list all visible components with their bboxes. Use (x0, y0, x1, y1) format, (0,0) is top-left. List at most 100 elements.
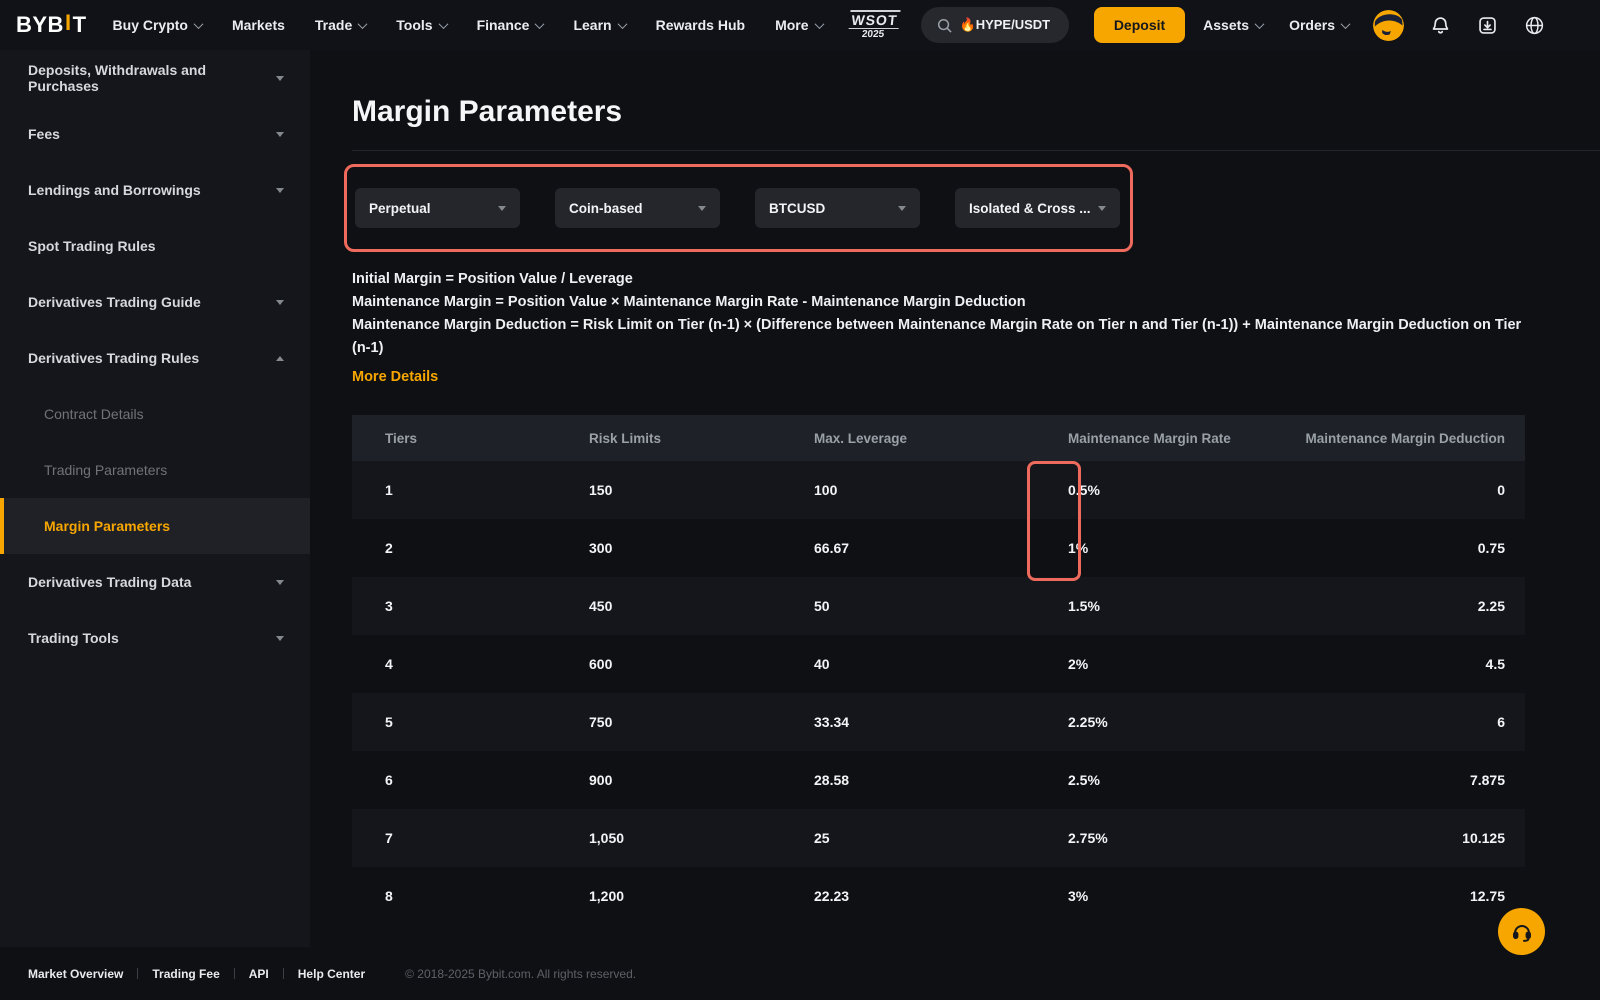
top-navigation: BYB I T Buy Crypto Markets Trade Tools Fin… (0, 0, 1600, 50)
cell-tier: 2 (385, 540, 393, 556)
caret-down-icon (898, 205, 906, 211)
nav-item-buy-crypto[interactable]: Buy Crypto (113, 17, 204, 33)
cell-max-leverage: 66.67 (814, 540, 850, 556)
cell-mmr: 1% (1068, 540, 1089, 556)
caret-down-icon (276, 635, 284, 641)
divider (352, 150, 1600, 151)
footer-link-trading-fee[interactable]: Trading Fee (152, 966, 220, 981)
table-row: 1 150 100 0.5% 0 (352, 461, 1525, 519)
divider (137, 968, 139, 979)
margin-mode-dropdown[interactable]: Isolated & Cross ... (955, 188, 1120, 228)
copyright-text: © 2018-2025 Bybit.com. All rights reserv… (405, 966, 637, 981)
search-input[interactable]: 🔥HYPE/USDT (920, 7, 1069, 43)
chevron-down-icon (617, 18, 628, 29)
language-button[interactable] (1524, 15, 1545, 36)
footer-link-market-overview[interactable]: Market Overview (28, 966, 124, 981)
sidebar-item-derivatives-trading-rules[interactable]: Derivatives Trading Rules (0, 330, 310, 386)
headset-icon (1512, 924, 1531, 942)
sidebar-item-trading-tools[interactable]: Trading Tools (0, 610, 310, 666)
assets-menu[interactable]: Assets (1203, 17, 1265, 33)
table-header-row: Tiers Risk Limits Max. Leverage Maintena… (352, 415, 1525, 461)
nav-item-rewards-hub[interactable]: Rewards Hub (655, 17, 746, 33)
sidebar-item-fees[interactable]: Fees (0, 106, 310, 162)
cell-mmr: 0.5% (1068, 482, 1100, 498)
sidebar-item-trading-parameters[interactable]: Trading Parameters (44, 462, 168, 478)
cell-tier: 6 (385, 772, 393, 788)
footer: Market Overview Trading Fee API Help Cen… (0, 947, 1600, 1000)
caret-up-icon (276, 355, 284, 361)
chevron-down-icon (438, 18, 449, 29)
cell-tier: 4 (385, 656, 393, 672)
main-content: Margin Parameters Perpetual Coin-based B… (310, 50, 1600, 947)
cell-mmd: 7.875 (1469, 772, 1505, 788)
cell-mmd: 0.75 (1477, 540, 1505, 556)
download-icon (1479, 16, 1496, 34)
logo-text-2: T (72, 12, 87, 37)
cell-tier: 8 (385, 888, 393, 904)
support-chat-button[interactable] (1498, 908, 1545, 955)
nav-item-markets[interactable]: Markets (231, 17, 285, 33)
sidebar-item-derivatives-trading-data[interactable]: Derivatives Trading Data (0, 554, 310, 610)
cell-mmr: 3% (1068, 888, 1089, 904)
sidebar-item-derivatives-trading-guide[interactable]: Derivatives Trading Guide (0, 274, 310, 330)
footer-link-help-center[interactable]: Help Center (297, 966, 366, 981)
table-row: 4 600 40 2% 4.5 (352, 635, 1525, 693)
sidebar-item-deposits-withdrawals[interactable]: Deposits, Withdrawals and Purchases (0, 50, 310, 106)
caret-down-icon (698, 205, 706, 211)
margin-type-dropdown[interactable]: Coin-based (555, 188, 720, 228)
margin-formulas: Initial Margin = Position Value / Levera… (352, 268, 1525, 360)
cell-risk-limit: 600 (589, 656, 613, 672)
annotation-highlight-filters: Perpetual Coin-based BTCUSD Isolated & C… (344, 164, 1133, 252)
table-row: 2 300 66.67 1% 0.75 (352, 519, 1525, 577)
orders-menu[interactable]: Orders (1289, 17, 1351, 33)
divider (282, 968, 284, 979)
nav-item-tools[interactable]: Tools (396, 17, 449, 33)
cell-max-leverage: 50 (814, 598, 830, 614)
contract-type-dropdown[interactable]: Perpetual (355, 188, 520, 228)
wsot-2025-logo[interactable]: WSOT 2025 (847, 10, 901, 40)
symbol-dropdown[interactable]: BTCUSD (755, 188, 920, 228)
deposit-button[interactable]: Deposit (1093, 7, 1186, 43)
cell-risk-limit: 900 (589, 772, 613, 788)
cell-risk-limit: 300 (589, 540, 613, 556)
profile-avatar[interactable] (1373, 9, 1404, 41)
cell-mmr: 2.25% (1068, 714, 1108, 730)
nav-item-trade[interactable]: Trade (315, 17, 368, 33)
sidebar-item-margin-parameters[interactable]: Margin Parameters (0, 498, 310, 554)
cell-tier: 5 (385, 714, 393, 730)
bybit-logo[interactable]: BYB I T (16, 10, 87, 38)
notifications-button[interactable] (1430, 15, 1451, 36)
sidebar-item-contract-details[interactable]: Contract Details (44, 406, 144, 422)
nav-item-finance[interactable]: Finance (477, 17, 545, 33)
chevron-down-icon (193, 18, 204, 29)
caret-down-icon (498, 205, 506, 211)
table-row: 8 1,200 22.23 3% 12.75 (352, 867, 1525, 925)
cell-mmr: 2.5% (1068, 772, 1100, 788)
cell-mmr: 2.75% (1068, 830, 1108, 846)
caret-down-icon (276, 131, 284, 137)
cell-risk-limit: 150 (589, 482, 613, 498)
nav-item-learn[interactable]: Learn (573, 17, 628, 33)
col-header-max-leverage: Max. Leverage (781, 415, 1035, 461)
sidebar-item-spot-trading-rules[interactable]: Spot Trading Rules (28, 238, 156, 254)
cell-risk-limit: 750 (589, 714, 613, 730)
page-title: Margin Parameters (352, 95, 623, 128)
table-row: 3 450 50 1.5% 2.25 (352, 577, 1525, 635)
cell-tier: 1 (385, 482, 393, 498)
cell-mmr: 2% (1068, 656, 1089, 672)
cell-max-leverage: 40 (814, 656, 830, 672)
cell-max-leverage: 22.23 (814, 888, 850, 904)
footer-link-api[interactable]: API (248, 966, 269, 981)
download-app-button[interactable] (1477, 15, 1498, 36)
cell-max-leverage: 33.34 (814, 714, 850, 730)
col-header-tiers: Tiers (352, 415, 556, 461)
chevron-down-icon (814, 18, 824, 29)
cell-mmr: 1.5% (1068, 598, 1100, 614)
cell-mmd: 10.125 (1462, 830, 1505, 846)
cell-mmd: 6 (1497, 714, 1505, 730)
table-row: 6 900 28.58 2.5% 7.875 (352, 751, 1525, 809)
sidebar-item-lendings-borrowings[interactable]: Lendings and Borrowings (0, 162, 310, 218)
nav-item-more[interactable]: More (775, 17, 824, 33)
caret-down-icon (1098, 205, 1106, 211)
more-details-link[interactable]: More Details (352, 369, 439, 385)
